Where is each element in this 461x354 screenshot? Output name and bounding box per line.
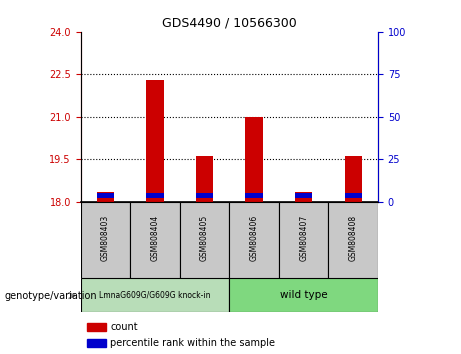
Text: count: count — [111, 322, 138, 332]
Bar — [245, 193, 263, 198]
Text: LmnaG609G/G609G knock-in: LmnaG609G/G609G knock-in — [99, 290, 211, 299]
Text: GSM808406: GSM808406 — [249, 215, 259, 262]
Bar — [81, 278, 230, 312]
Bar — [81, 202, 130, 278]
Bar — [146, 80, 164, 202]
Bar — [180, 202, 229, 278]
Bar — [328, 202, 378, 278]
Text: percentile rank within the sample: percentile rank within the sample — [111, 338, 275, 348]
Text: GSM808408: GSM808408 — [349, 215, 358, 261]
Bar — [130, 202, 180, 278]
Text: GSM808404: GSM808404 — [150, 215, 160, 262]
Bar — [295, 192, 313, 202]
Bar — [344, 156, 362, 202]
Bar — [196, 193, 213, 198]
Text: GSM808405: GSM808405 — [200, 215, 209, 262]
Bar — [245, 117, 263, 202]
Bar — [295, 193, 313, 198]
Bar — [97, 192, 114, 202]
Bar — [279, 202, 328, 278]
Bar — [87, 323, 106, 331]
Text: genotype/variation: genotype/variation — [5, 291, 97, 301]
Bar — [87, 339, 106, 347]
Title: GDS4490 / 10566300: GDS4490 / 10566300 — [162, 16, 297, 29]
Text: GSM808407: GSM808407 — [299, 215, 308, 262]
Bar — [229, 202, 279, 278]
Bar — [229, 278, 378, 312]
Text: GSM808403: GSM808403 — [101, 215, 110, 262]
Bar — [196, 156, 213, 202]
Bar — [146, 193, 164, 198]
Bar — [97, 193, 114, 198]
Bar — [344, 193, 362, 198]
Text: wild type: wild type — [280, 290, 327, 300]
